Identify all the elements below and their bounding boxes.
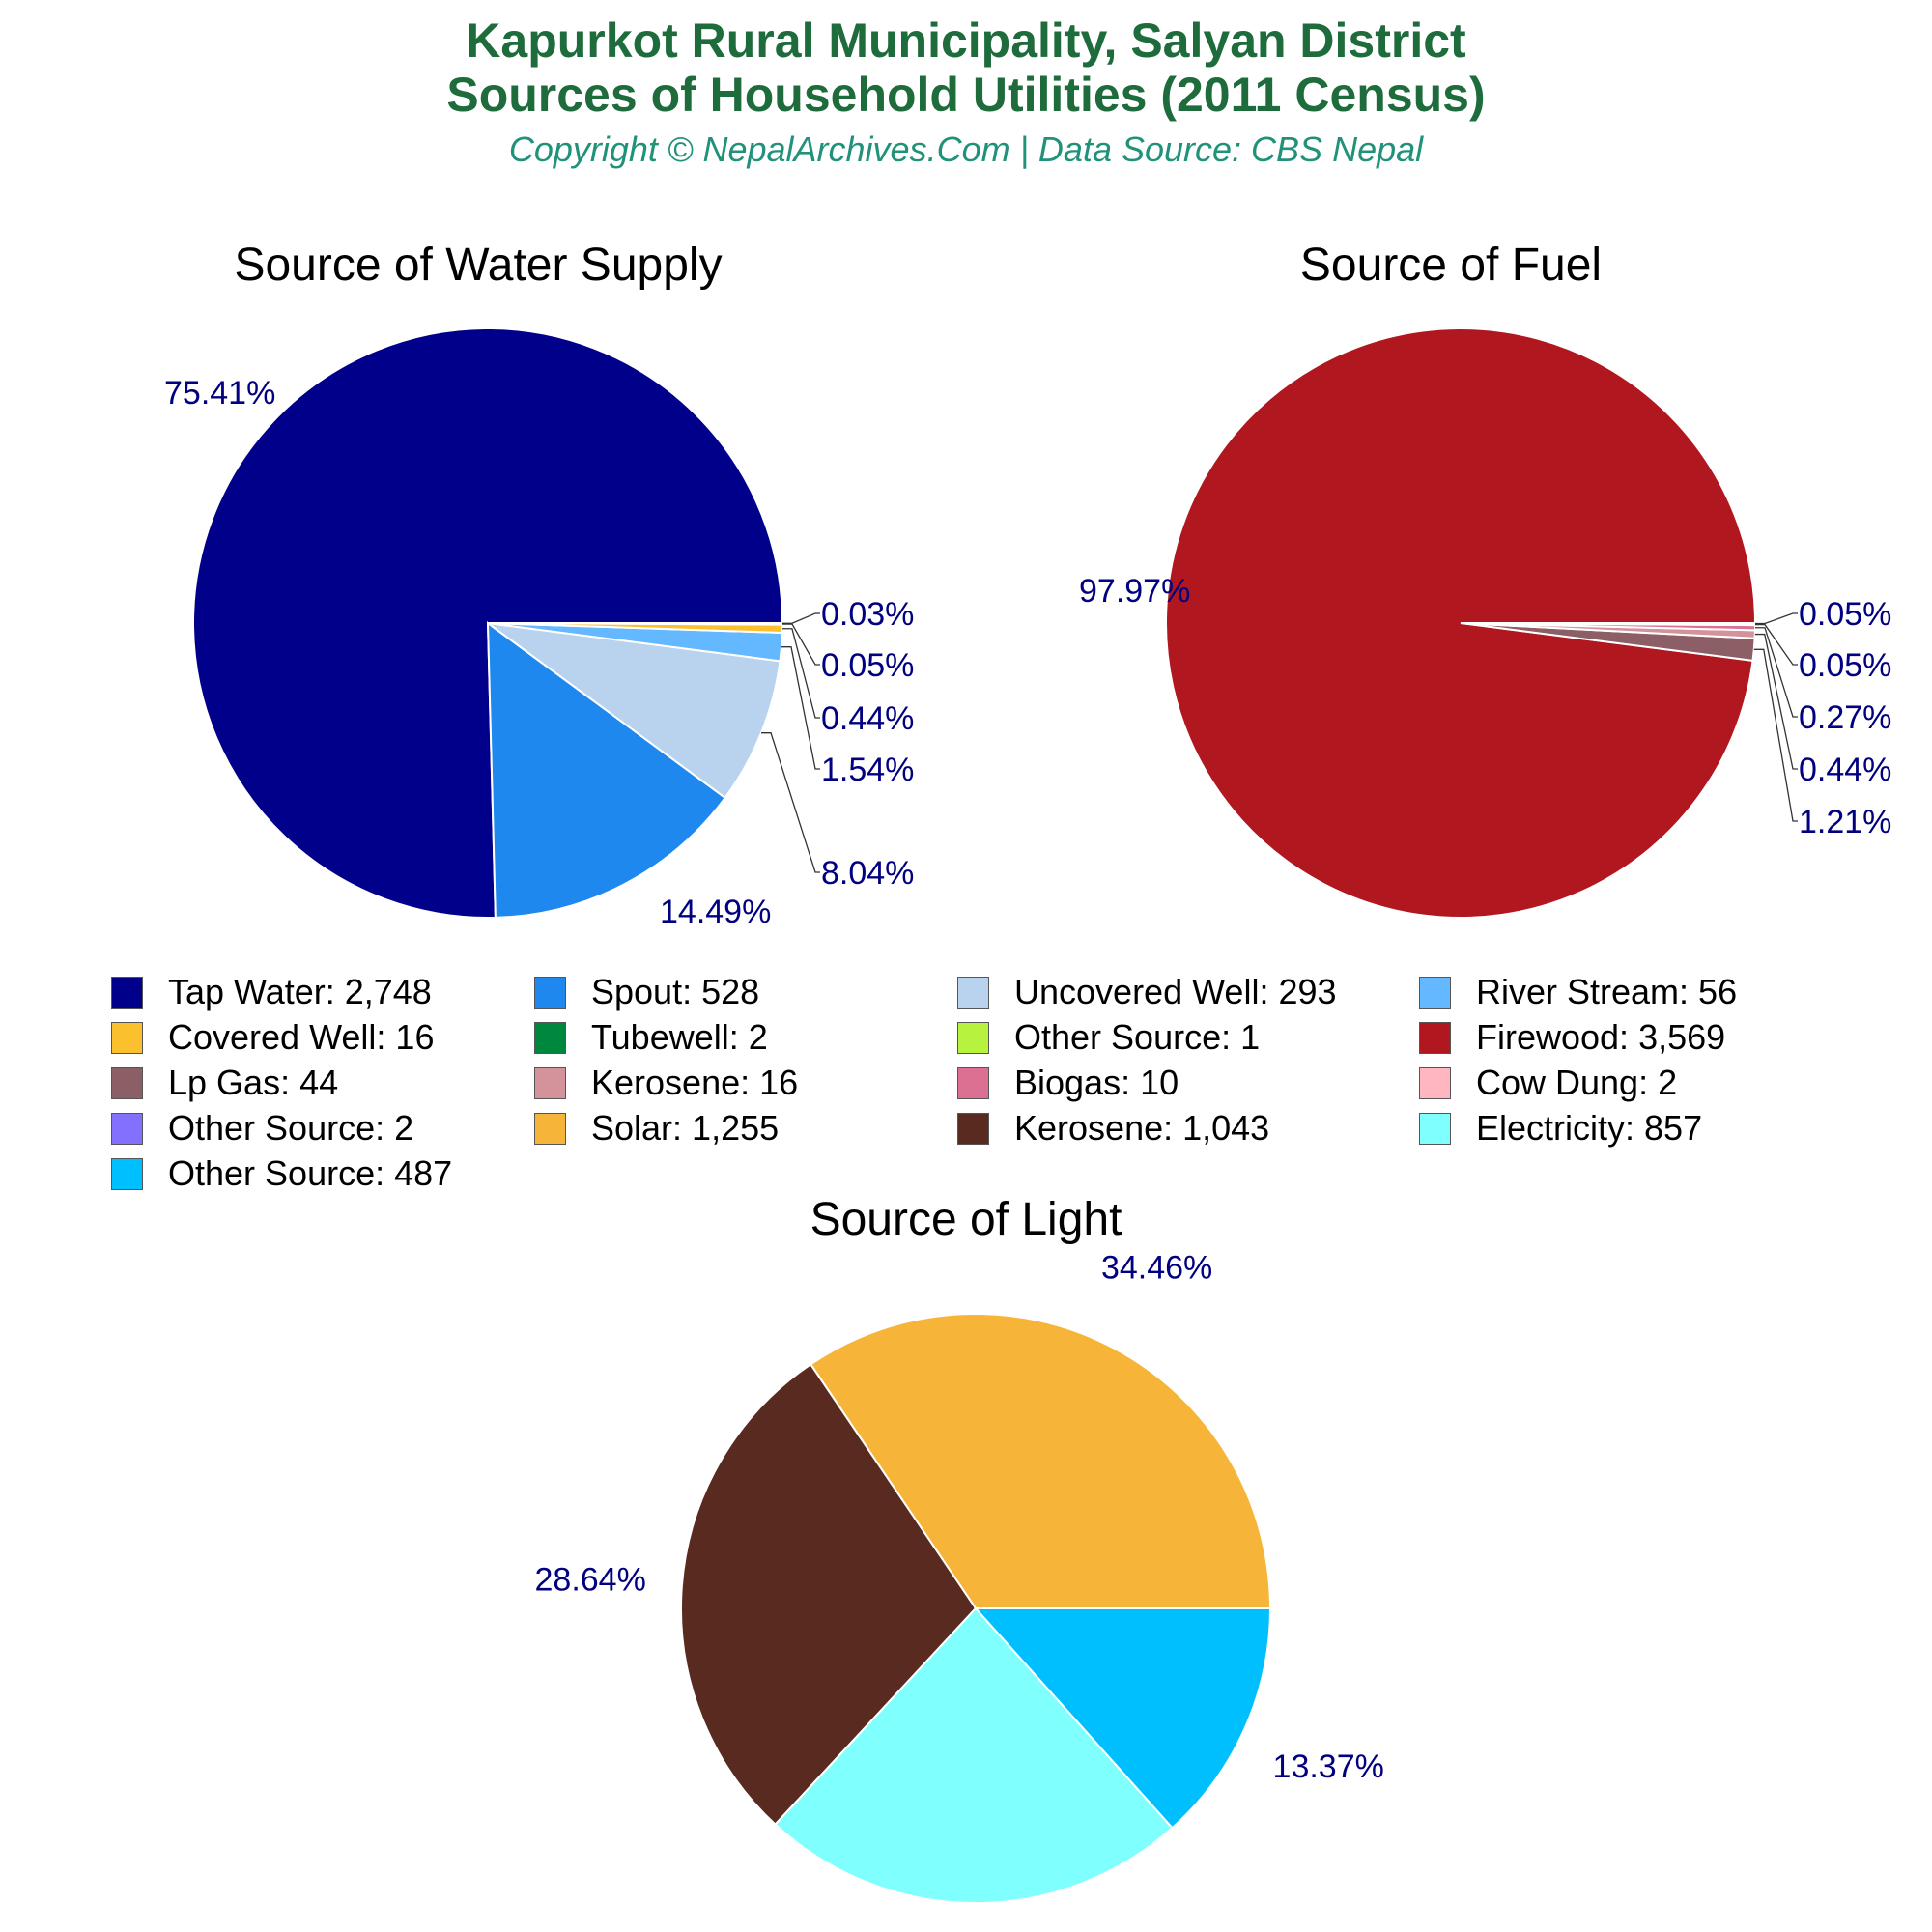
leader-line-kerosene [1754, 633, 1798, 770]
pie-label-uncovered-well: 8.04% [821, 855, 914, 892]
legend-item: Kerosene: 1,043 [957, 1107, 1419, 1150]
legend-swatch [957, 1112, 989, 1145]
legend-label: Biogas: 10 [1014, 1063, 1179, 1102]
pie-slice-other-source [1460, 622, 1757, 626]
legend-item: Solar: 1,255 [534, 1107, 957, 1150]
legend-label: Kerosene: 1,043 [1014, 1108, 1270, 1148]
pie-label-solar: 34.46% [1101, 1250, 1212, 1287]
legend-item: Other Source: 487 [111, 1152, 534, 1195]
pie-label-kerosene: 28.64% [535, 1561, 646, 1598]
legend-swatch [1419, 1066, 1451, 1099]
leader-line-river-stream [781, 646, 820, 770]
fuel-pie-chart: Source of Fuel 97.97% 0.05% 0.05% 0.27% 0.44%… [1079, 240, 1891, 919]
legend: Tap Water: 2,748 Spout: 528 Uncovered Well… [111, 971, 1908, 1195]
legend-item: Covered Well: 16 [111, 1016, 534, 1059]
water-supply-pie-chart: Source of Water Supply 75.41% 14.49% 0.03% 0… [164, 240, 914, 930]
pie-label-other-source: 0.03% [821, 596, 914, 633]
legend-swatch [957, 976, 989, 1009]
legend-item: Other Source: 2 [111, 1107, 534, 1150]
pie-label-lp-gas: 1.21% [1799, 804, 1891, 840]
legend-label: Other Source: 1 [1014, 1017, 1261, 1057]
legend-label: Covered Well: 16 [168, 1017, 435, 1057]
pie-slice-other-source [487, 622, 784, 625]
legend-item: Cow Dung: 2 [1419, 1062, 1873, 1104]
legend-label: Other Source: 2 [168, 1108, 414, 1148]
legend-label: Tap Water: 2,748 [168, 972, 432, 1011]
pie-label-biogas: 0.27% [1799, 699, 1891, 736]
legend-swatch [111, 1021, 143, 1054]
leader-line-lp-gas [1753, 648, 1798, 822]
pie-label-kerosene: 0.44% [1799, 752, 1891, 788]
legend-label: Uncovered Well: 293 [1014, 972, 1337, 1011]
pie-slice-uncovered-well [487, 622, 781, 800]
leader-line-uncovered-well [761, 732, 820, 873]
legend-item: Uncovered Well: 293 [957, 971, 1419, 1013]
legend-item: Firewood: 3,569 [1419, 1016, 1873, 1059]
legend-item: Electricity: 857 [1419, 1107, 1873, 1150]
pie-label-tubewell: 0.05% [821, 647, 914, 684]
legend-item: River Stream: 56 [1419, 971, 1873, 1013]
legend-label: Firewood: 3,569 [1476, 1017, 1726, 1057]
legend-swatch [957, 1021, 989, 1054]
legend-label: Spout: 528 [591, 972, 760, 1011]
pie-slice-kerosene [680, 1362, 978, 1827]
pie-label-other-source: 0.05% [1799, 596, 1891, 633]
pie-label-river-stream: 1.54% [821, 752, 914, 788]
legend-item: Biogas: 10 [957, 1062, 1419, 1104]
pie-title-source-of-light: Source of Light [810, 1194, 1122, 1245]
pie-label-other-source: 13.37% [1273, 1748, 1384, 1785]
pie-slice-solar [809, 1313, 1272, 1609]
pie-label-cow-dung: 0.05% [1799, 647, 1891, 684]
legend-item: Other Source: 1 [957, 1016, 1419, 1059]
legend-label: Cow Dung: 2 [1476, 1063, 1678, 1102]
legend-item: Tubewell: 2 [534, 1016, 957, 1059]
legend-label: River Stream: 56 [1476, 972, 1738, 1011]
legend-swatch [957, 1066, 989, 1099]
legend-swatch [111, 1157, 143, 1190]
legend-swatch [534, 1021, 566, 1054]
legend-label: Other Source: 487 [168, 1153, 453, 1193]
leader-line-covered-well [781, 628, 820, 719]
pie-slice-other-source [973, 1607, 1272, 1830]
legend-item: Tap Water: 2,748 [111, 971, 534, 1013]
pie-title-source-of-fuel: Source of Fuel [1300, 240, 1602, 291]
legend-label: Kerosene: 16 [591, 1063, 799, 1102]
legend-swatch [111, 976, 143, 1009]
legend-label: Solar: 1,255 [591, 1108, 780, 1148]
chart-title-line-1: Kapurkot Rural Municipality, Salyan Dist… [466, 14, 1466, 68]
legend-label: Electricity: 857 [1476, 1108, 1703, 1148]
leader-line-cow-dung [1754, 623, 1798, 666]
legend-swatch [1419, 1021, 1451, 1054]
pie-title-source-of-water-supply: Source of Water Supply [234, 240, 722, 291]
legend-swatch [111, 1066, 143, 1099]
legend-label: Tubewell: 2 [591, 1017, 768, 1057]
pie-label-firewood: 97.97% [1079, 573, 1190, 610]
legend-item: Spout: 528 [534, 971, 957, 1013]
header: Kapurkot Rural Municipality, Salyan Dist… [0, 14, 1932, 170]
legend-swatch [111, 1112, 143, 1145]
legend-swatch [534, 1066, 566, 1099]
leader-line-other-source [1754, 612, 1798, 625]
legend-item: Lp Gas: 44 [111, 1062, 534, 1104]
legend-swatch [534, 1112, 566, 1145]
leader-line-tubewell [781, 623, 820, 666]
pie-label-spout: 14.49% [660, 894, 771, 930]
leader-line-biogas [1754, 627, 1798, 718]
legend-swatch [534, 976, 566, 1009]
pie-slice-electricity [774, 1606, 1174, 1904]
pie-label-covered-well: 0.44% [821, 700, 914, 737]
pie-label-tap-water: 75.41% [164, 375, 275, 412]
legend-swatch [1419, 976, 1451, 1009]
chart-subtitle: Copyright © NepalArchives.Com | Data Sou… [508, 129, 1424, 169]
legend-label: Lp Gas: 44 [168, 1063, 339, 1102]
legend-swatch [1419, 1112, 1451, 1145]
leader-line-other-source [781, 612, 820, 624]
chart-title-line-2: Sources of Household Utilities (2011 Cen… [446, 68, 1486, 122]
legend-item: Kerosene: 16 [534, 1062, 957, 1104]
pie-slice-spout [486, 620, 727, 919]
